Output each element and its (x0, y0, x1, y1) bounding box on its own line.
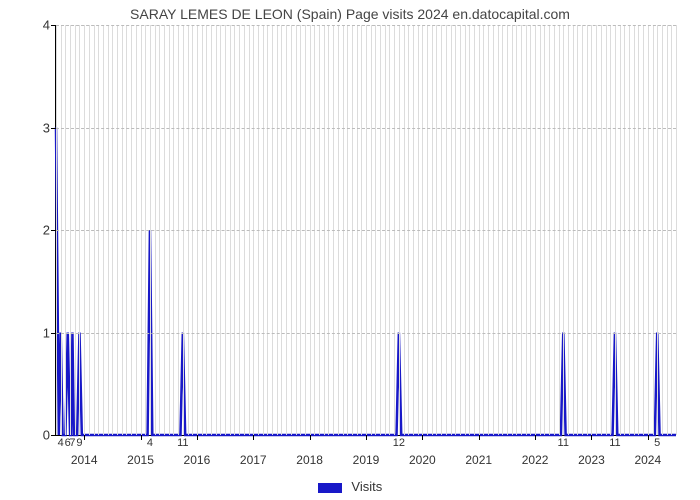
x-year-label: 2021 (465, 453, 492, 467)
x-tick-mark (310, 435, 311, 440)
y-tick-label: 4 (32, 18, 50, 33)
peak-label: 11 (177, 437, 188, 449)
legend: Visits (0, 479, 700, 494)
y-tick-label: 0 (32, 428, 50, 443)
x-year-label: 2024 (634, 453, 661, 467)
plot-area: 0123420142015201620172018201920202021202… (55, 25, 676, 436)
x-year-label: 2018 (296, 453, 323, 467)
grid-horizontal (56, 230, 676, 231)
y-tick-label: 1 (32, 325, 50, 340)
x-tick-mark (253, 435, 254, 440)
x-year-label: 2019 (353, 453, 380, 467)
legend-label: Visits (351, 479, 382, 494)
y-tick-mark (51, 25, 56, 26)
peak-label: 11 (609, 437, 620, 449)
peak-label: 12 (393, 437, 405, 449)
x-tick-mark (141, 435, 142, 440)
x-tick-mark (479, 435, 480, 440)
x-tick-mark (648, 435, 649, 440)
x-year-label: 2015 (127, 453, 154, 467)
y-tick-mark (51, 128, 56, 129)
grid-horizontal (56, 333, 676, 334)
x-tick-mark (366, 435, 367, 440)
peak-label: 7 (69, 437, 75, 449)
peak-label: 11 (558, 437, 569, 449)
x-year-label: 2017 (240, 453, 267, 467)
grid-vertical (676, 25, 677, 435)
peak-label: 4 (58, 437, 64, 449)
y-tick-mark (51, 333, 56, 334)
y-tick-mark (51, 230, 56, 231)
peak-label: 4 (147, 437, 153, 449)
x-year-label: 2016 (184, 453, 211, 467)
x-year-label: 2014 (71, 453, 98, 467)
peak-label: 9 (76, 437, 82, 449)
legend-swatch (318, 483, 342, 493)
x-tick-mark (84, 435, 85, 440)
x-year-label: 2020 (409, 453, 436, 467)
x-tick-mark (422, 435, 423, 440)
grid-horizontal (56, 128, 676, 129)
chart-container: SARAY LEMES DE LEON (Spain) Page visits … (0, 0, 700, 500)
grid-horizontal (56, 25, 676, 26)
chart-title: SARAY LEMES DE LEON (Spain) Page visits … (0, 6, 700, 22)
x-tick-mark (591, 435, 592, 440)
x-tick-mark (535, 435, 536, 440)
y-tick-label: 2 (32, 223, 50, 238)
y-tick-mark (51, 435, 56, 436)
x-year-label: 2022 (522, 453, 549, 467)
peak-label: 5 (654, 437, 660, 449)
y-tick-label: 3 (32, 120, 50, 135)
x-year-label: 2023 (578, 453, 605, 467)
x-tick-mark (197, 435, 198, 440)
